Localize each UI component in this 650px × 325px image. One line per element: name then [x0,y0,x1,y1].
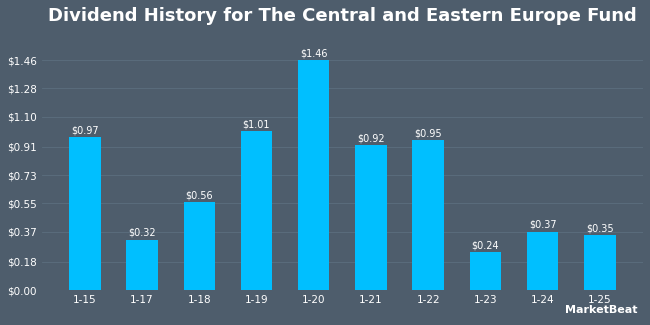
Bar [356,145,387,290]
Text: $0.92: $0.92 [358,133,385,143]
Bar [527,232,558,290]
Text: $0.37: $0.37 [529,220,556,230]
Title: Dividend History for The Central and Eastern Europe Fund: Dividend History for The Central and Eas… [48,7,637,25]
Bar [413,140,444,290]
Text: $1.01: $1.01 [242,119,270,129]
Bar [298,60,330,290]
Text: $1.46: $1.46 [300,48,328,58]
Text: MarketBeat: MarketBeat [564,305,637,315]
Bar [126,240,158,290]
Bar [183,202,215,290]
Bar [584,235,616,290]
Bar [470,253,501,290]
Text: $0.97: $0.97 [71,125,99,136]
Text: $0.56: $0.56 [185,190,213,200]
Text: $0.35: $0.35 [586,223,614,233]
Text: $0.32: $0.32 [128,228,156,238]
Bar [240,131,272,290]
Bar [69,137,101,290]
Text: $0.95: $0.95 [415,129,442,138]
Text: $0.24: $0.24 [472,240,499,251]
